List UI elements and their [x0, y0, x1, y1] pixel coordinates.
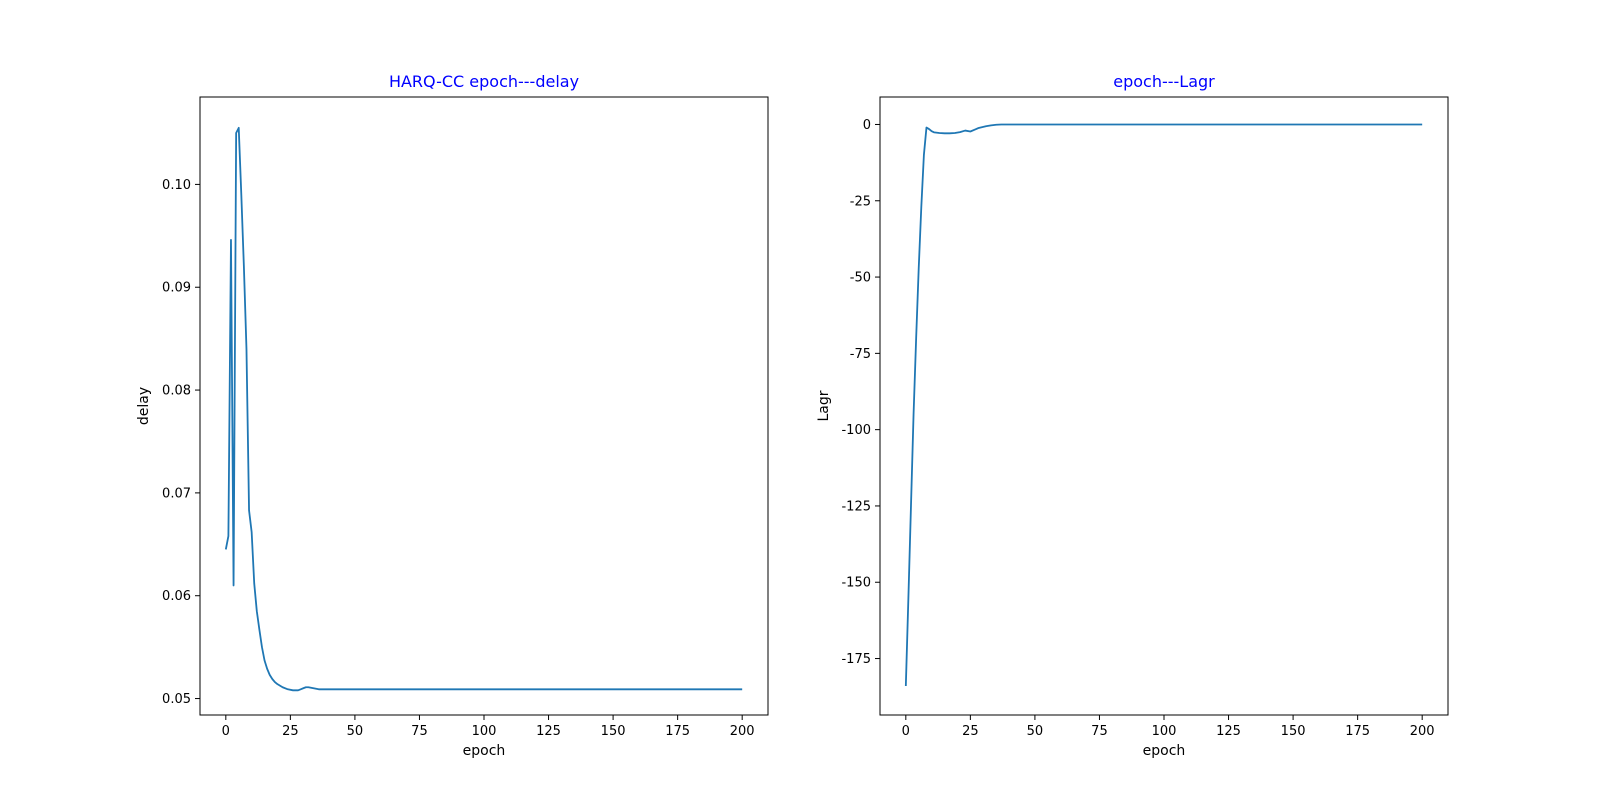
delay-y-tick-label: 0.05: [162, 692, 191, 707]
lagr-chart: epoch---Lagr 0 25 50 75 100 125 150 175 200 0 -25…: [816, 72, 1449, 759]
delay-y-tick-label: 0.07: [162, 486, 191, 501]
delay-chart-x-axis-label: epoch: [463, 743, 506, 759]
lagr-chart-x-ticks: 0 25 50 75 100 125 150 175 200: [902, 715, 1435, 739]
lagr-chart-y-axis-label: Lagr: [816, 390, 832, 421]
delay-chart-y-axis-label: delay: [136, 387, 152, 425]
delay-x-tick-label: 75: [411, 724, 428, 739]
delay-y-tick-label: 0.08: [162, 384, 191, 399]
lagr-chart-title: epoch---Lagr: [1113, 72, 1215, 91]
lagr-y-tick-label: 0: [863, 118, 871, 133]
lagr-x-tick-label: 200: [1410, 724, 1435, 739]
delay-x-tick-label: 125: [536, 724, 561, 739]
delay-x-tick-label: 0: [222, 724, 230, 739]
lagr-series-line: [904, 123, 1423, 687]
delay-y-tick-label: 0.10: [162, 178, 191, 193]
lagr-chart-y-ticks: 0 -25 -50 -75 -100 -125 -150 -175: [841, 118, 880, 667]
lagr-y-tick-label: -175: [841, 652, 871, 667]
lagr-y-tick-label: -50: [850, 271, 871, 286]
delay-chart: HARQ-CC epoch---delay 0 25 50 75 100 125 150 17…: [136, 72, 769, 759]
delay-x-tick-label: 175: [665, 724, 690, 739]
lagr-x-tick-label: 100: [1152, 724, 1177, 739]
lagr-y-tick-label: -150: [841, 576, 871, 591]
lagr-y-tick-label: -75: [850, 347, 871, 362]
delay-chart-y-ticks: 0.05 0.06 0.07 0.08 0.09 0.10: [162, 178, 200, 707]
lagr-chart-x-axis-label: epoch: [1143, 743, 1186, 759]
delay-x-tick-label: 200: [730, 724, 755, 739]
delay-y-tick-label: 0.06: [162, 589, 191, 604]
lagr-y-tick-label: -25: [850, 194, 871, 209]
lagr-y-tick-label: -100: [841, 423, 871, 438]
lagr-x-tick-label: 50: [1027, 724, 1044, 739]
lagr-x-tick-label: 150: [1281, 724, 1306, 739]
lagr-x-tick-label: 125: [1216, 724, 1241, 739]
lagr-x-tick-label: 0: [902, 724, 910, 739]
delay-x-tick-label: 50: [347, 724, 364, 739]
lagr-x-tick-label: 25: [962, 724, 979, 739]
lagr-x-tick-label: 175: [1345, 724, 1370, 739]
delay-series-line: [224, 126, 743, 692]
delay-chart-title: HARQ-CC epoch---delay: [389, 72, 579, 91]
delay-x-tick-label: 100: [472, 724, 497, 739]
delay-y-tick-label: 0.09: [162, 281, 191, 296]
lagr-y-tick-label: -125: [841, 499, 871, 514]
lagr-x-tick-label: 75: [1091, 724, 1108, 739]
delay-x-tick-label: 150: [601, 724, 626, 739]
delay-x-tick-label: 25: [282, 724, 299, 739]
delay-chart-x-ticks: 0 25 50 75 100 125 150 175 200: [222, 715, 755, 739]
